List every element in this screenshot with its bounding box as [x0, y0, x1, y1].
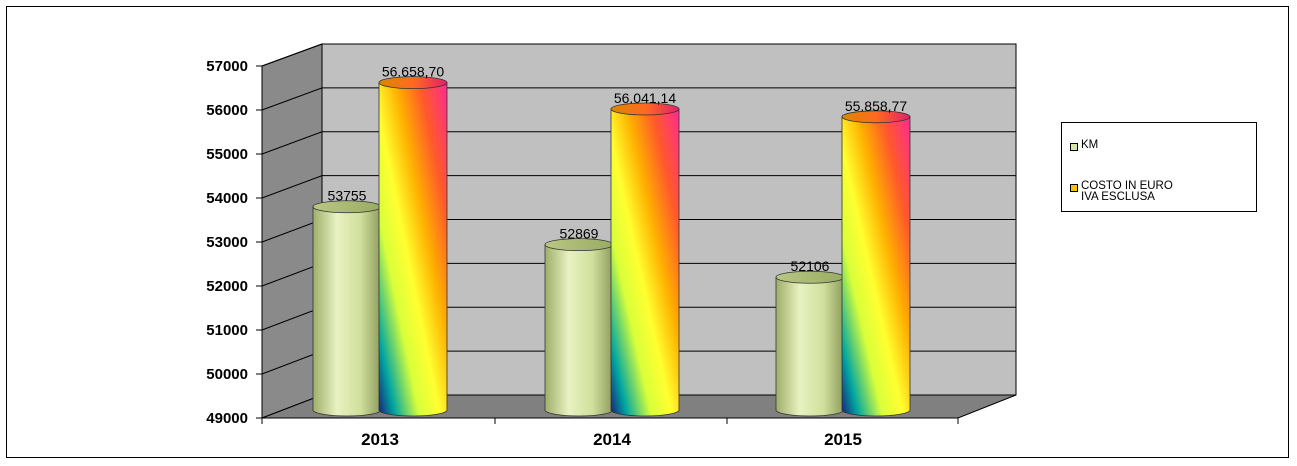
bar-km [544, 244, 614, 417]
data-label: 53755 [328, 188, 367, 204]
data-label: 56.658,70 [382, 64, 444, 80]
legend-swatch-km [1070, 143, 1078, 151]
y-tick-label: 57000 [206, 58, 248, 75]
bar-costo [610, 108, 680, 417]
y-tick-label: 49000 [206, 410, 248, 427]
bar-costo-top [378, 76, 448, 89]
x-tick-label: 2013 [361, 430, 399, 449]
bar-costo [841, 116, 911, 417]
legend-label-km: KM [1081, 139, 1099, 151]
legend-item-km: KM [1070, 139, 1099, 151]
data-label: 52869 [560, 226, 599, 242]
legend-item-costo: COSTO IN EURO IVA ESCLUSA [1070, 180, 1173, 203]
data-label: 55.858,77 [845, 98, 907, 114]
x-tick-label: 2015 [824, 430, 862, 449]
bar-km [775, 276, 845, 417]
bar-costo-top [841, 110, 911, 124]
x-axis: 2013 2014 2015 [261, 418, 959, 449]
legend-swatch-costo [1070, 184, 1078, 192]
bars [312, 76, 911, 417]
y-tick-label: 54000 [206, 190, 248, 207]
y-tick-label: 51000 [206, 322, 248, 339]
y-tick-label: 52000 [206, 278, 248, 295]
data-label: 52106 [791, 258, 830, 274]
bar-km [312, 206, 382, 417]
gridline [261, 43, 1016, 67]
y-axis: 57000 56000 55000 54000 53000 52000 51000 50000… [206, 58, 262, 427]
y-tick-label: 55000 [206, 146, 248, 163]
data-label: 56.041,14 [614, 90, 676, 106]
x-tick-label: 2014 [593, 430, 631, 449]
chart-frame [6, 6, 1289, 458]
data-labels: 53755 52869 52106 56.658,70 56.041,14 55.858,… [328, 64, 908, 275]
gridline [261, 87, 1016, 111]
y-tick-label: 53000 [206, 234, 248, 251]
gridline [261, 175, 1016, 199]
y-tick-label: 50000 [206, 366, 248, 383]
bar-costo [378, 82, 448, 417]
gridline [261, 131, 1016, 155]
y-tick-label: 56000 [206, 102, 248, 119]
legend-label-costo: COSTO IN EURO IVA ESCLUSA [1081, 180, 1173, 203]
bar-costo-top [610, 102, 680, 116]
legend: KM COSTO IN EURO IVA ESCLUSA [1061, 122, 1257, 212]
